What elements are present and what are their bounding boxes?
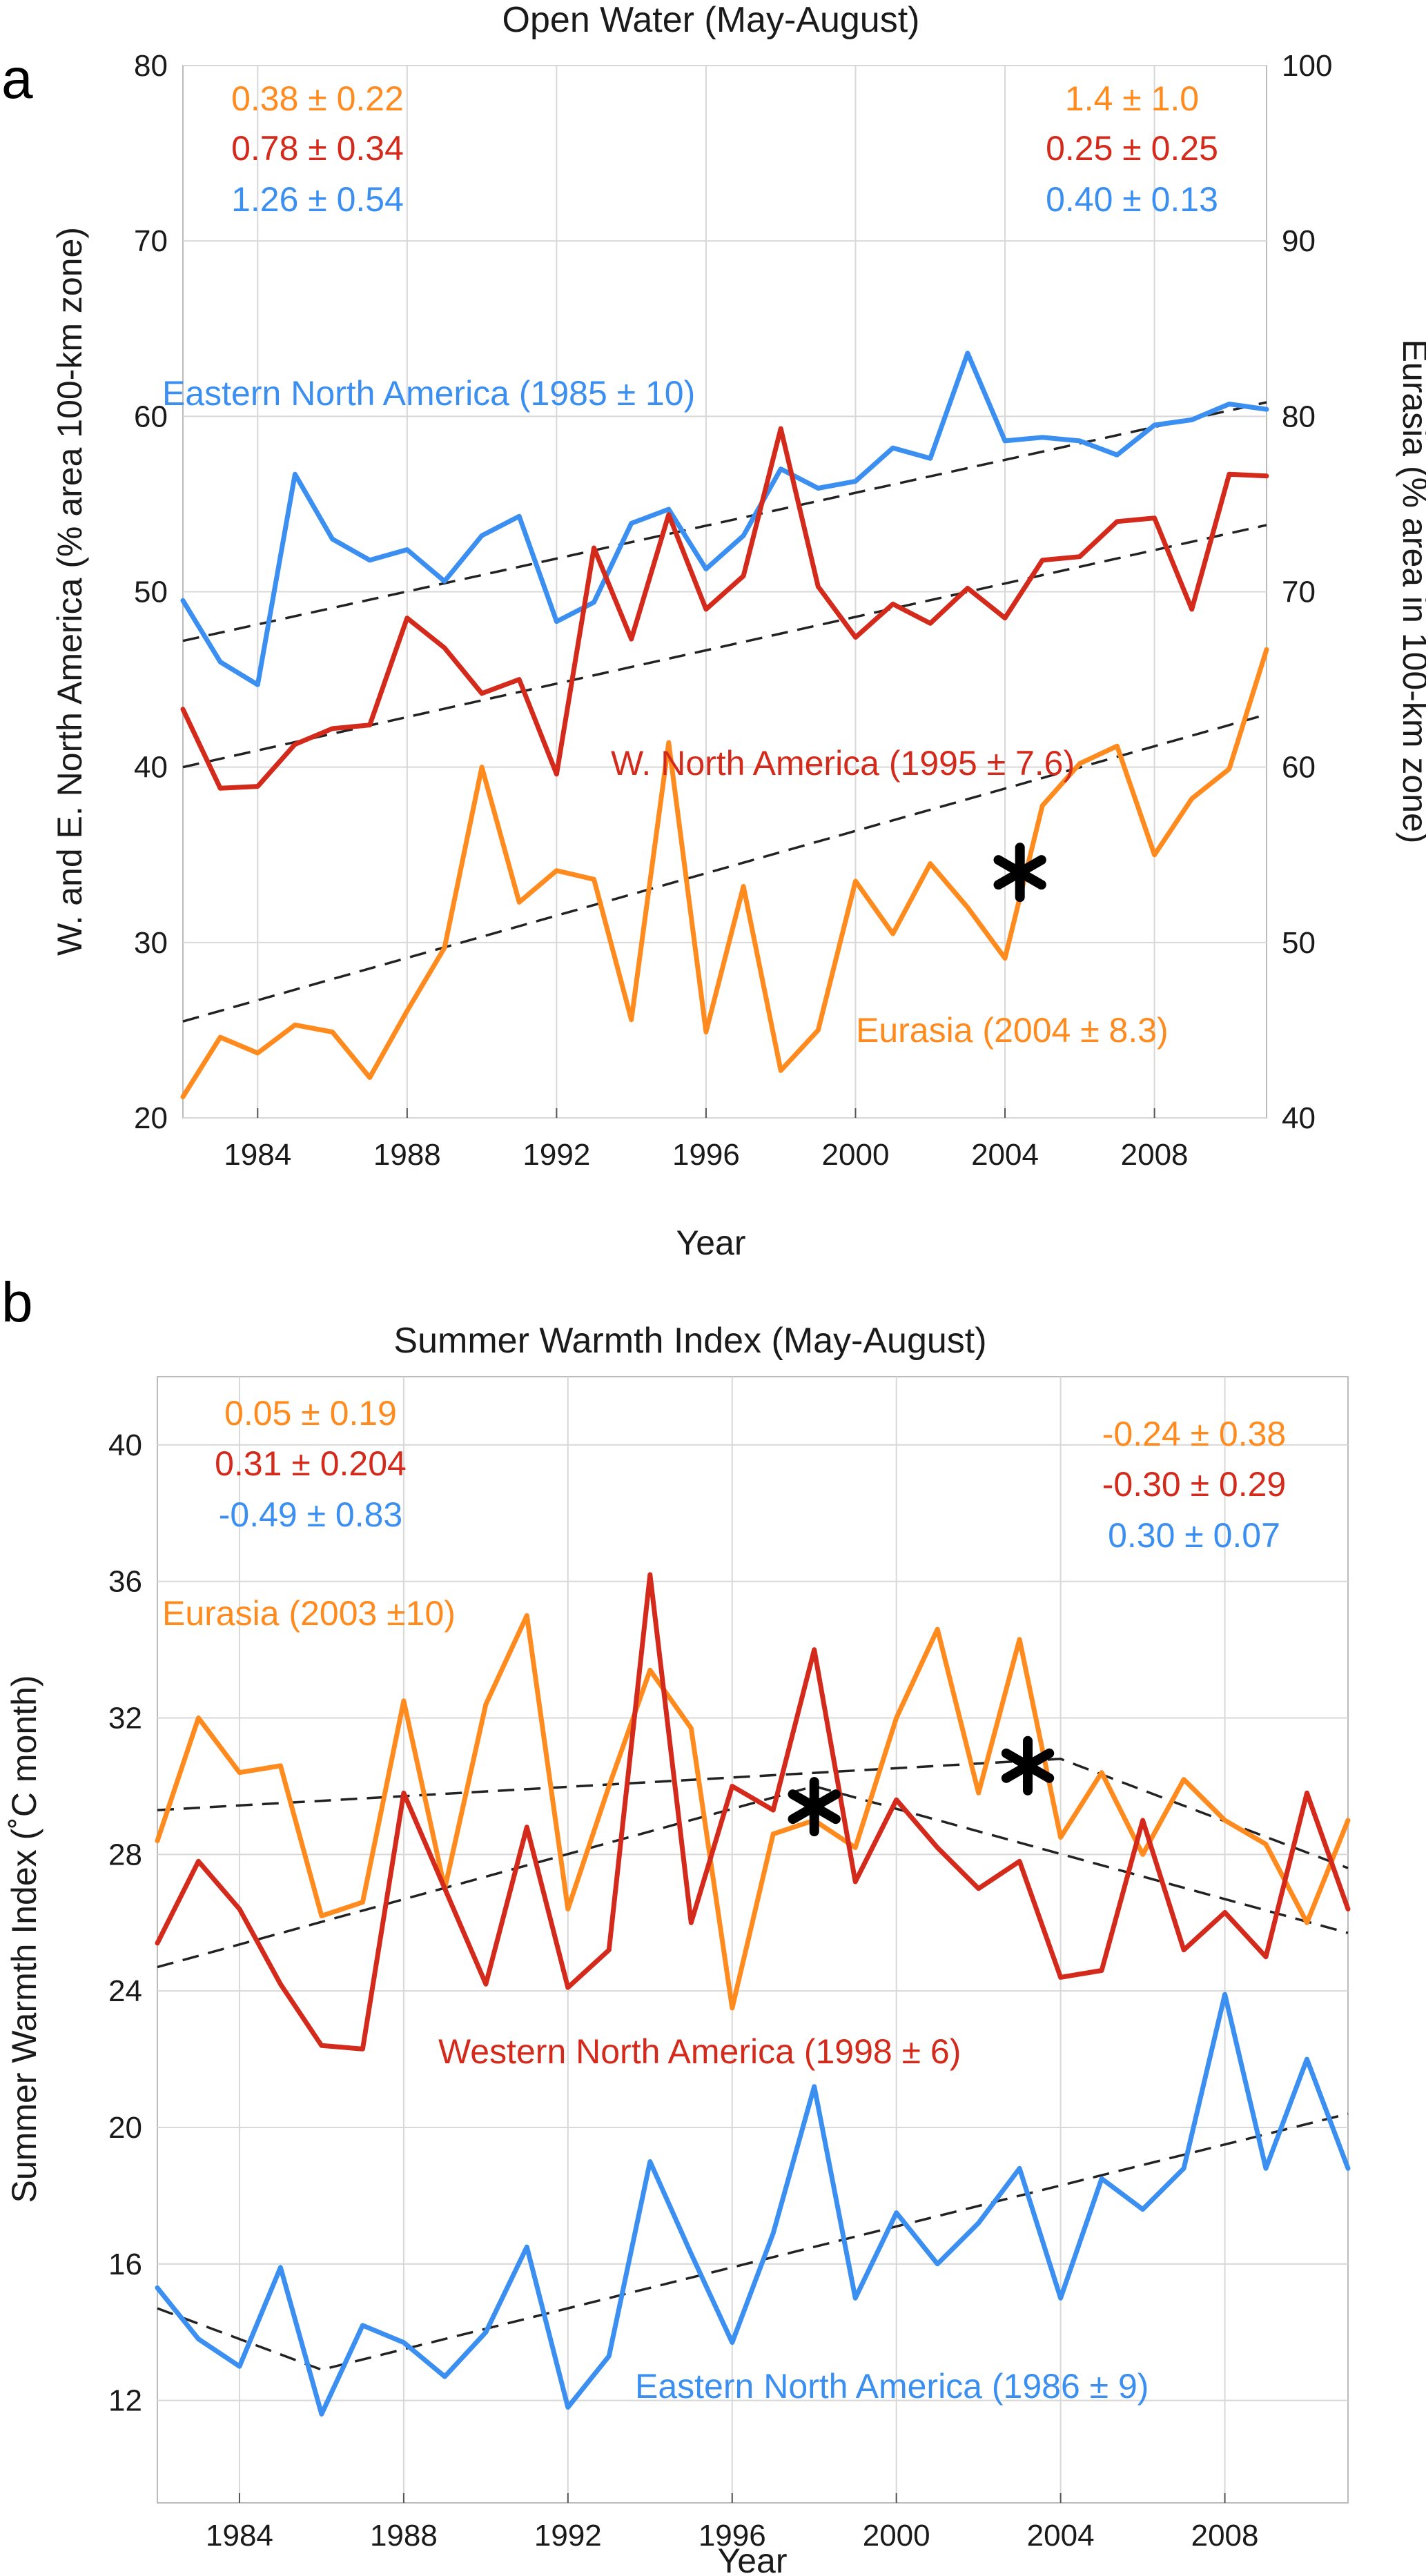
panel-b-y-tick-label: 24 [108, 1974, 142, 2008]
panel-a-y2-tick-label: 40 [1282, 1101, 1316, 1135]
panel-b-series-western [155, 1572, 1351, 2052]
panel-b-y-tick-label: 40 [108, 1428, 142, 1462]
panel-b-stat-right-eurasia: -0.24 ± 0.38 [1102, 1415, 1287, 1453]
panel-b-stat-left-eastern: -0.49 ± 0.83 [219, 1495, 403, 1534]
panel-b-y-tick-label: 20 [108, 2111, 142, 2145]
panel-a-stat-left-eastern: 1.26 ± 0.54 [231, 180, 404, 219]
panel-a-stat-left-eurasia: 0.38 ± 0.22 [231, 79, 404, 118]
panel-a-y2-tick-label: 60 [1282, 751, 1316, 785]
panel-a-y2-tick-label: 90 [1282, 224, 1316, 258]
panel-a-breakpoint-star-0 [993, 843, 1046, 903]
panel-a-x-tick-label: 2000 [822, 1138, 890, 1172]
panel-b-stat-left-western: 0.31 ± 0.204 [215, 1444, 407, 1483]
panel-b-x-tick-label: 2000 [863, 2519, 930, 2553]
panel-a-y2-tick-label: 50 [1282, 926, 1316, 960]
panel-b-trend-eurasia [157, 1758, 1349, 1869]
panel-b-y-axis-label: Summer Warmth Index (˚C month) [5, 1675, 43, 2203]
panel-b-trend-western [157, 1784, 1349, 1969]
panel-a-x-tick-label: 1988 [373, 1138, 441, 1172]
panel-b-breakpoint-star-1 [1001, 1736, 1055, 1796]
panel-b-x-tick-label: 2008 [1191, 2519, 1259, 2553]
panel-b-summer-warmth: b Summer Warmth Index (May-August) 1984 1… [1, 1271, 1351, 2576]
panel-a-stat-right-eurasia: 1.4 ± 1.0 [1065, 79, 1199, 118]
panel-b-series-label-western: Western North America (1998 ± 6) [438, 2032, 961, 2071]
panel-b-y-tick-label: 36 [108, 1565, 142, 1599]
panel-a-x-tick-label: 2004 [971, 1138, 1039, 1172]
panel-b-series-eurasia [155, 1613, 1351, 2011]
panel-b-title: Summer Warmth Index (May-August) [393, 1321, 986, 1361]
panel-b-y-tick-label: 28 [108, 1838, 142, 1871]
panel-b-series-label-eurasia: Eurasia (2003 ±10) [162, 1594, 456, 1633]
panel-a-y-tick-label: 20 [134, 1101, 168, 1135]
panel-b-y-tick-label: 16 [108, 2248, 142, 2281]
panel-a-x-tick-label: 1996 [672, 1138, 740, 1172]
panel-b-y-tick-label: 12 [108, 2384, 142, 2418]
panel-b-series-label-eastern: Eastern North America (1986 ± 9) [635, 2367, 1149, 2406]
panel-b-stat-left-eurasia: 0.05 ± 0.19 [224, 1394, 397, 1433]
panel-a-open-water: a Open Water (May-August) 1984 1988 1992 19… [1, 0, 1426, 1262]
panel-b-x-tick-label: 1988 [370, 2519, 438, 2553]
panel-b-x-tick-label: 1984 [206, 2519, 273, 2553]
panel-a-trend-western [182, 524, 1267, 769]
panel-b-y-tick-label: 32 [108, 1702, 142, 1736]
panel-a-series-label-western: W. North America (1995 ± 7.6) [611, 744, 1075, 783]
panel-a-series-eurasia [180, 647, 1269, 1099]
panel-a-y-tick-label: 40 [134, 751, 168, 785]
panel-a-letter: a [1, 48, 33, 110]
panel-b-x-tick-label: 1992 [534, 2519, 602, 2553]
panel-a-stat-left-western: 0.78 ± 0.34 [231, 129, 404, 168]
panel-a-y-tick-label: 50 [134, 576, 168, 609]
panel-a-y2-tick-label: 100 [1282, 49, 1332, 83]
panel-b-x-axis-label: Year [717, 2541, 787, 2576]
panel-a-y-tick-label: 60 [134, 400, 168, 433]
panel-b-x-tick-label: 1996 [699, 2519, 766, 2553]
panel-b-breakpoint-star-0 [788, 1777, 841, 1837]
panel-a-stat-right-eastern: 0.40 ± 0.13 [1046, 180, 1218, 219]
panel-b-stat-right-eastern: 0.30 ± 0.07 [1108, 1516, 1280, 1555]
panel-a-x-tick-label: 1992 [522, 1138, 590, 1172]
panel-a-series-eastern [180, 351, 1269, 687]
panel-b-series-eastern [155, 1992, 1351, 2417]
panel-a-series-western [180, 426, 1269, 791]
panel-b-letter: b [1, 1271, 33, 1334]
panel-a-y-axis-label: W. and E. North America (% area 100-km z… [50, 227, 89, 956]
panel-b-trend-eastern [157, 2112, 1349, 2371]
panel-a-y-tick-label: 30 [134, 926, 168, 960]
panel-a-y-tick-label: 70 [134, 224, 168, 258]
panel-a-y-tick-label: 80 [134, 49, 168, 83]
panel-a-title: Open Water (May-August) [502, 0, 920, 40]
panel-a-y2-tick-label: 80 [1282, 400, 1316, 433]
panel-a-y2-tick-label: 70 [1282, 576, 1316, 609]
panel-a-series-label-eastern: Eastern North America (1985 ± 10) [162, 374, 695, 413]
panel-a-x-tick-label: 2008 [1121, 1138, 1189, 1172]
panel-a-series-label-eurasia: Eurasia (2004 ± 8.3) [856, 1011, 1169, 1050]
panel-a-x-axis-label: Year [676, 1223, 745, 1262]
panel-a-trend-eurasia [182, 713, 1267, 1023]
panel-a-trend-eastern [182, 401, 1267, 642]
panel-a-stat-right-western: 0.25 ± 0.25 [1046, 129, 1218, 168]
panel-b-x-tick-label: 2004 [1027, 2519, 1095, 2553]
panel-a-x-tick-label: 1984 [224, 1138, 291, 1172]
panel-a-y2-axis-label: Eurasia (% area in 100-km zone) [1396, 340, 1426, 844]
panel-b-stat-right-western: -0.30 ± 0.29 [1102, 1465, 1287, 1504]
